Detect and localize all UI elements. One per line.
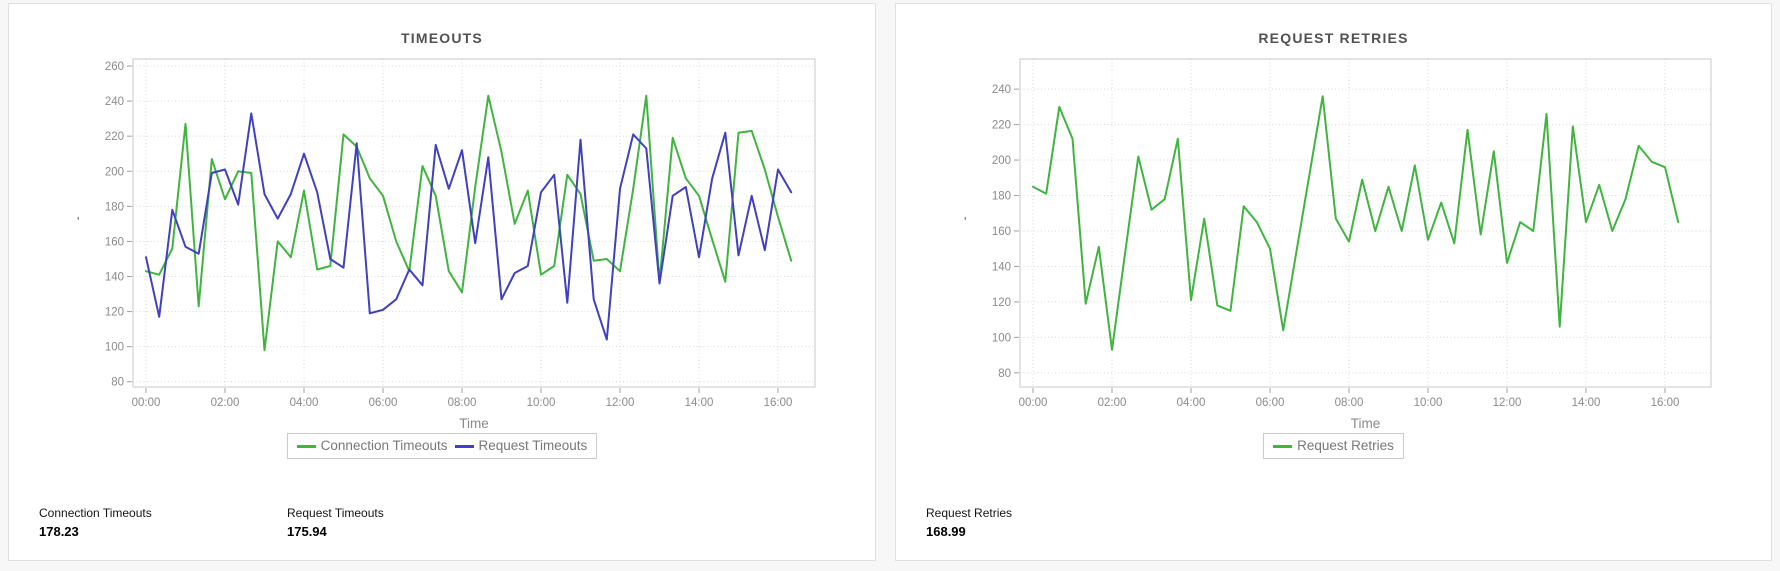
- x-tick-label: 02:00: [1098, 397, 1127, 409]
- x-tick-label: 06:00: [1256, 397, 1285, 409]
- timeouts-stats: Connection Timeouts 178.23 Request Timeout…: [39, 506, 535, 539]
- x-tick-label: 04:00: [290, 397, 319, 409]
- y-tick-label: 160: [105, 236, 124, 248]
- stat-value: 178.23: [39, 524, 79, 539]
- x-tick-label: 16:00: [764, 397, 793, 409]
- stat-value: 168.99: [926, 524, 966, 539]
- y-tick-label: 100: [992, 332, 1011, 344]
- x-tick-label: 00:00: [132, 397, 161, 409]
- legend-box: Connection Timeouts Request Timeouts: [286, 433, 598, 459]
- y-tick-label: 140: [992, 261, 1011, 273]
- legend-label: Request Retries: [1297, 438, 1394, 453]
- y-tick-label: 80: [998, 368, 1011, 380]
- legend-color-dash: [454, 444, 474, 448]
- stat-block-request-retries: Request Retries 168.99: [926, 506, 1174, 539]
- stat-label: Request Retries: [926, 506, 1013, 520]
- y-tick-label: 260: [105, 61, 124, 73]
- request-retries-legend: Request Retries: [896, 433, 1771, 459]
- request-retries-chart: 80 100 120 140 160 180 200 220 240 00:00 02:00 04:0…: [992, 58, 1712, 431]
- x-tick-label: 04:00: [1177, 397, 1206, 409]
- y-tick-label: 180: [105, 201, 124, 213]
- stat-block-connection-timeouts: Connection Timeouts 178.23: [39, 506, 287, 539]
- timeouts-legend: Connection Timeouts Request Timeouts: [9, 433, 875, 459]
- legend-box: Request Retries: [1263, 433, 1404, 459]
- x-tick-label: 14:00: [1572, 397, 1601, 409]
- x-tick-label: 06:00: [369, 397, 398, 409]
- y-axis-label-mark: ': [964, 214, 967, 229]
- legend-label: Connection Timeouts: [320, 438, 448, 453]
- y-tick-label: 200: [105, 166, 124, 178]
- legend-color-dash: [1273, 444, 1293, 448]
- x-tick-label: 00:00: [1019, 397, 1048, 409]
- x-tick-label: 10:00: [1414, 397, 1443, 409]
- x-tick-label: 02:00: [211, 397, 240, 409]
- y-tick-label: 80: [111, 377, 124, 389]
- stat-label: Connection Timeouts: [39, 506, 152, 520]
- y-tick-label: 180: [992, 191, 1011, 203]
- y-axis-label-mark: ': [77, 214, 80, 229]
- y-tick-label: 120: [992, 297, 1011, 309]
- x-tick-label: 14:00: [685, 397, 714, 409]
- y-tick-label: 120: [105, 307, 124, 319]
- y-tick-label: 140: [105, 271, 124, 283]
- chart-title-timeouts: TIMEOUTS: [401, 30, 483, 46]
- x-axis-title: Time: [459, 416, 489, 431]
- plot-border: [132, 58, 816, 388]
- stat-label: Request Timeouts: [287, 506, 384, 520]
- chart-title-request-retries: REQUEST RETRIES: [1258, 30, 1409, 46]
- legend-item-request-timeouts[interactable]: Request Timeouts: [454, 438, 588, 453]
- request-retries-panel: REQUEST RETRIES ' 80 100 120 140 160 180 200 22…: [895, 3, 1772, 561]
- timeouts-chart: 80 100 120 140 160 180 200 220 240 260 00:00 02:00 0…: [105, 58, 816, 431]
- y-tick-label: 220: [105, 131, 124, 143]
- y-tick-label: 240: [992, 84, 1011, 96]
- x-tick-label: 10:00: [527, 397, 556, 409]
- timeouts-panel: TIMEOUTS ' 80 100 120 140 160 180 200 220 240 260…: [8, 3, 876, 561]
- x-tick-label: 08:00: [448, 397, 477, 409]
- x-tick-label: 12:00: [606, 397, 635, 409]
- series-line-request-timeouts: [145, 112, 793, 341]
- y-tick-label: 100: [105, 342, 124, 354]
- x-tick-label: 12:00: [1493, 397, 1522, 409]
- y-tick-label: 240: [105, 96, 124, 108]
- legend-label: Request Timeouts: [478, 438, 588, 453]
- legend-item-connection-timeouts[interactable]: Connection Timeouts: [296, 438, 448, 453]
- y-tick-label: 220: [992, 120, 1011, 132]
- y-tick-label: 200: [992, 155, 1011, 167]
- series-line-request-retries: [1032, 95, 1680, 351]
- series-line-connection-timeouts: [145, 94, 793, 352]
- legend-color-dash: [296, 444, 316, 448]
- plot-border: [1019, 58, 1712, 388]
- x-tick-label: 08:00: [1335, 397, 1364, 409]
- legend-item-request-retries[interactable]: Request Retries: [1273, 438, 1394, 453]
- y-tick-label: 160: [992, 226, 1011, 238]
- x-axis-title: Time: [1351, 416, 1381, 431]
- stat-block-request-timeouts: Request Timeouts 175.94: [287, 506, 535, 539]
- x-tick-label: 16:00: [1651, 397, 1680, 409]
- stat-value: 175.94: [287, 524, 327, 539]
- request-retries-stats: Request Retries 168.99: [926, 506, 1174, 539]
